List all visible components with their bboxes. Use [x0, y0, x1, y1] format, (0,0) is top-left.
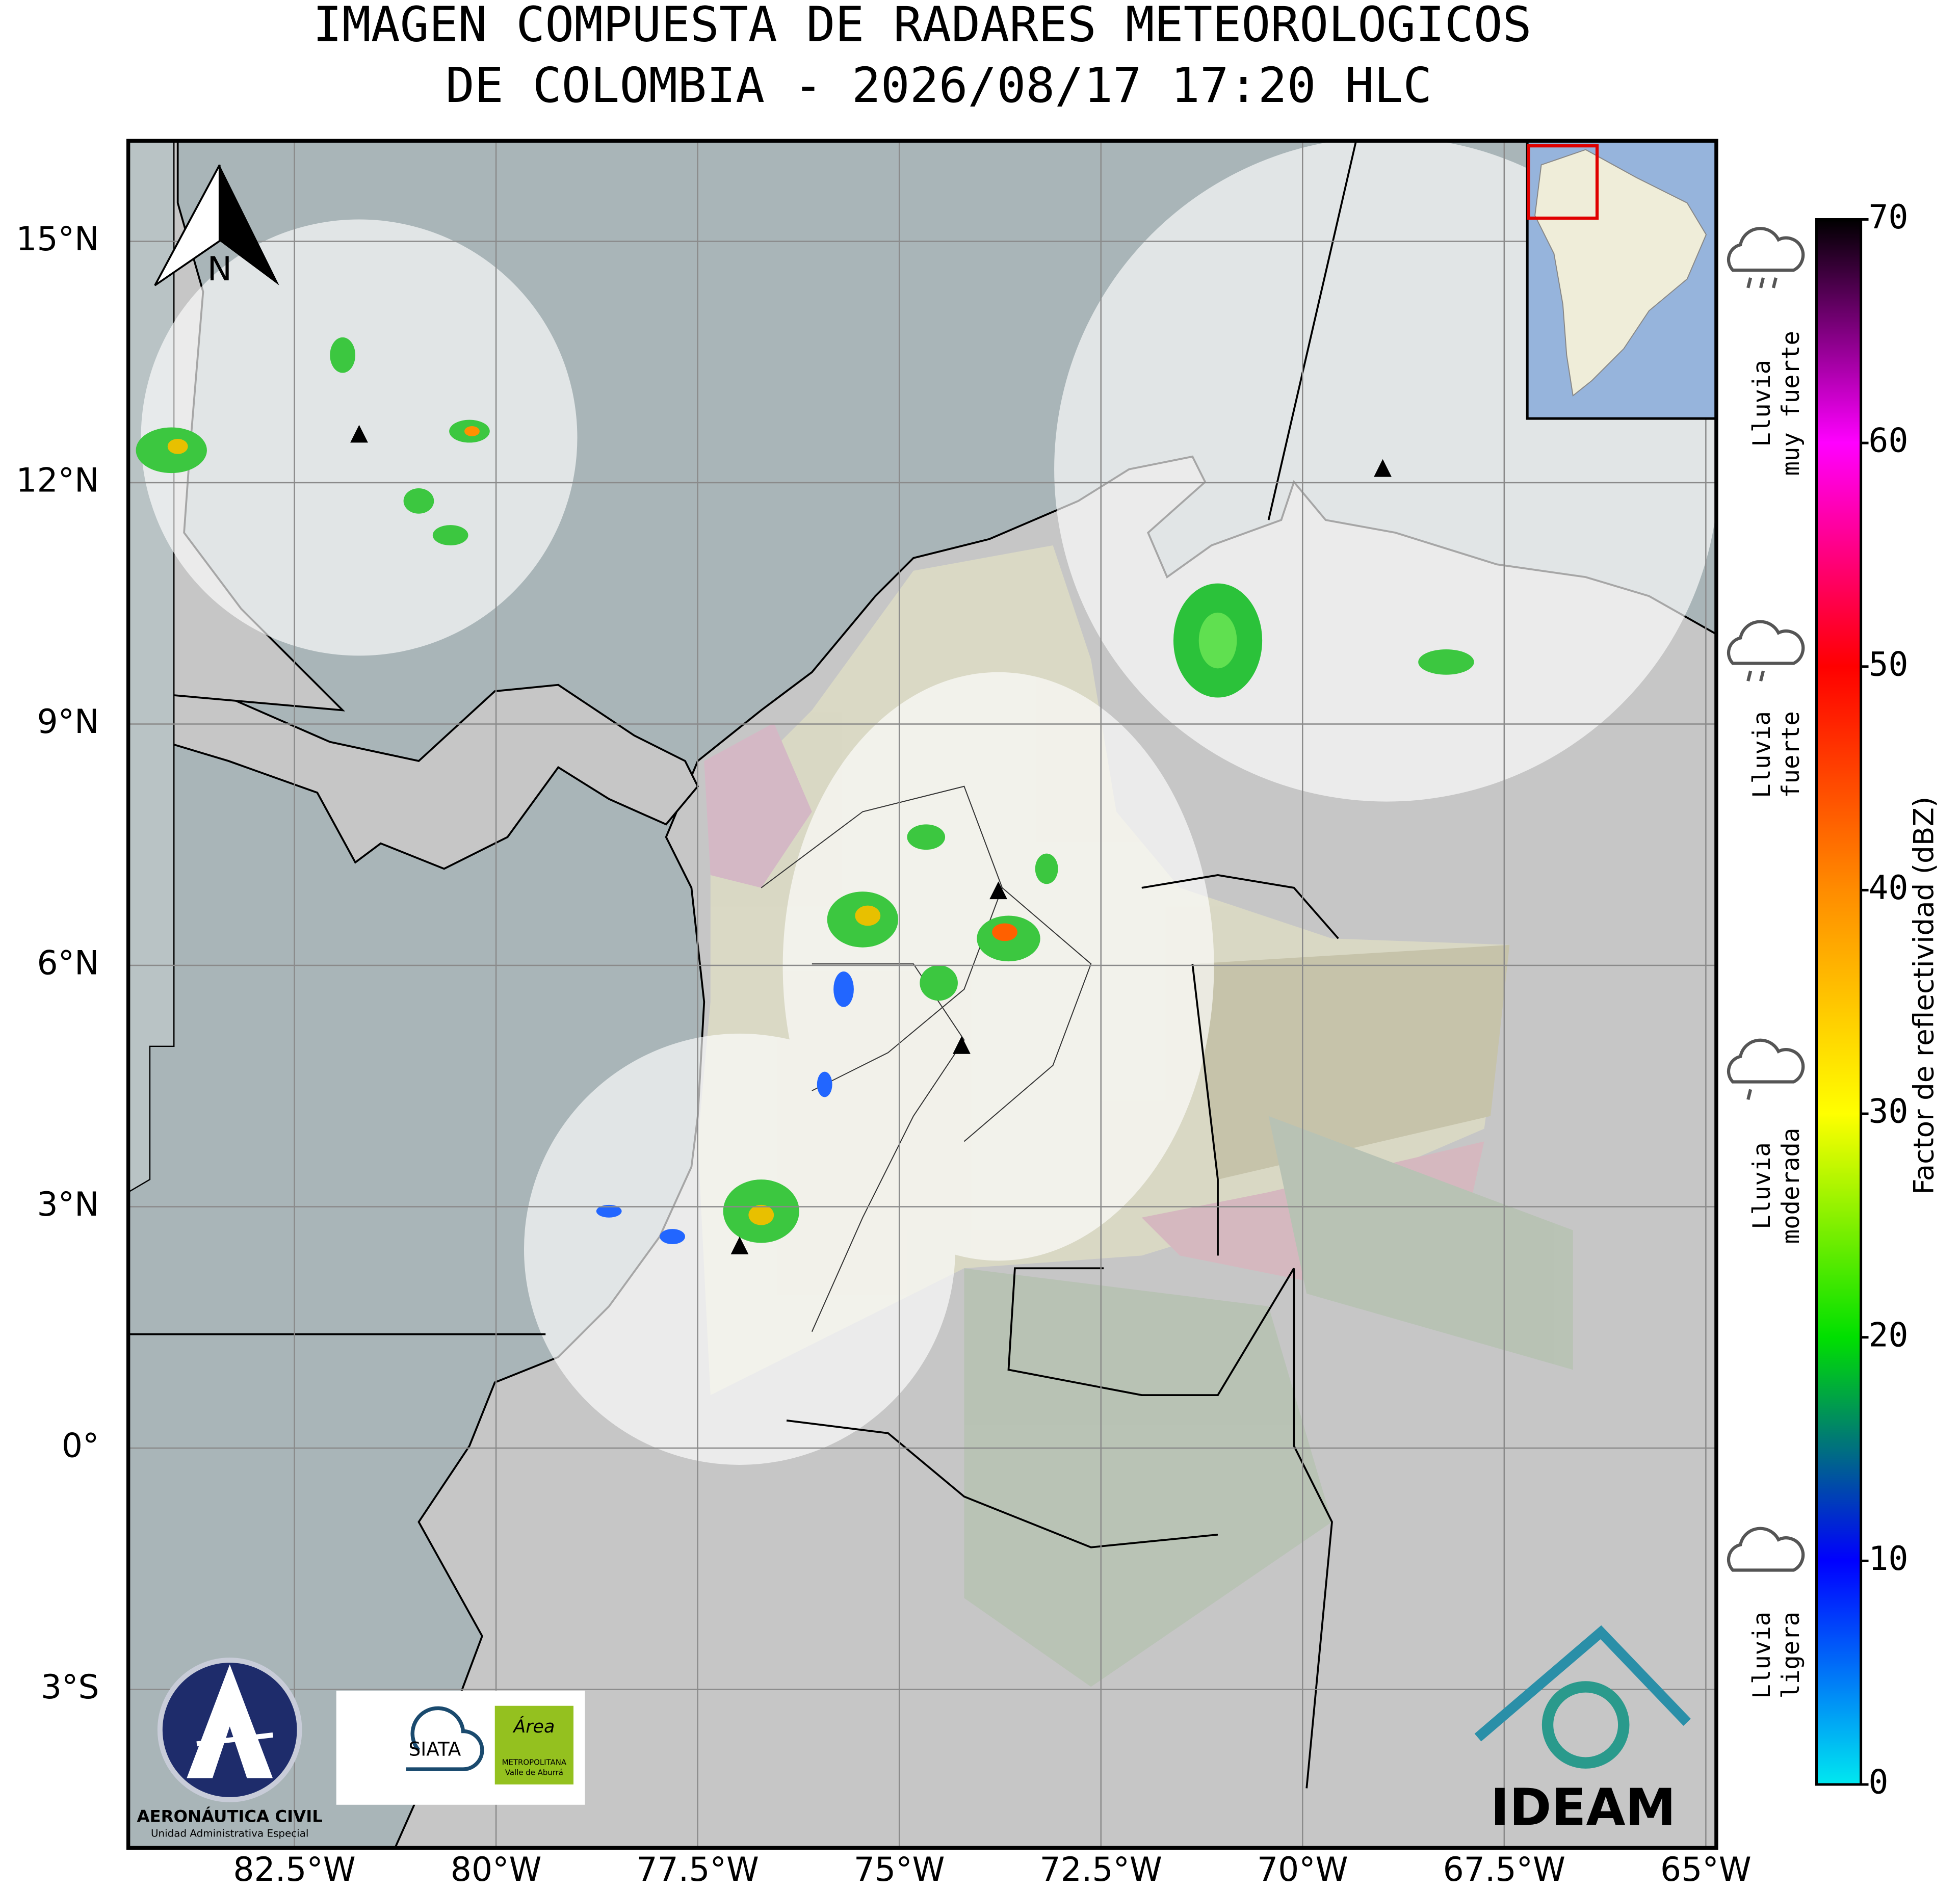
- aerocivil-subtitle: Unidad Administrativa Especial: [151, 1828, 308, 1840]
- colorbar-label: Factor de reflectividad (dBZ): [1907, 797, 1940, 1195]
- rain-drop: [1746, 1089, 1753, 1100]
- y-tick-label: 12°N: [16, 462, 99, 500]
- y-tick-label: 6°N: [37, 944, 99, 983]
- area-logo: [494, 1705, 574, 1784]
- colorbar-tick-label: 40: [1869, 869, 1909, 907]
- ideam-roof: [1474, 1625, 1691, 1742]
- rain-drop: [1759, 670, 1765, 681]
- department-borders: [761, 785, 1092, 1332]
- title-line: IMAGEN COMPUESTA DE RADARES METEOROLOGIC…: [313, 0, 1532, 53]
- colorbar: 0 10 20 30 40 50 60 70 Factor de reflectividad (…: [1815, 198, 1940, 1802]
- legend-label: Lluvia: [1748, 711, 1776, 798]
- colorbar-tick-label: 60: [1869, 422, 1909, 460]
- axis-labels: 82.5°W 80°W 77.5°W 75°W 72.5°W 70°W 67.5°W 65°W…: [16, 220, 1751, 1889]
- ideam-label: IDEAM: [1491, 1779, 1676, 1837]
- area-label: Valle de Aburrá: [505, 1768, 563, 1777]
- inset-highlight: [1527, 144, 1599, 220]
- ideam-swirl: [1541, 1681, 1630, 1769]
- legend-label: ligera: [1777, 1612, 1805, 1699]
- legend-label: muy fuerte: [1777, 331, 1805, 476]
- colorbar-tick-label: 30: [1869, 1093, 1909, 1131]
- colorbar-tick-label: 20: [1869, 1316, 1909, 1354]
- siata-label: SIATA: [409, 1738, 461, 1760]
- colorbar-scale: [1815, 218, 1863, 1786]
- x-tick-label: 70°W: [1257, 1851, 1348, 1889]
- y-tick-label: 3°N: [37, 1186, 99, 1224]
- rain-echoes: [136, 337, 1474, 1244]
- colorbar-tick-label: 10: [1869, 1540, 1909, 1578]
- rain-icon: [1727, 620, 1805, 665]
- legend-label: moderada: [1777, 1128, 1805, 1244]
- siata-cloud: [406, 1706, 484, 1771]
- rain-drop: [1771, 277, 1778, 288]
- x-tick-label: 65°W: [1660, 1851, 1752, 1889]
- colorbar-tick-label: 50: [1869, 645, 1909, 684]
- area-label: METROPOLITANA: [502, 1758, 567, 1767]
- rain-drop: [1746, 277, 1753, 288]
- aerocivil-mark: [187, 1664, 273, 1778]
- border: [1267, 141, 1357, 520]
- y-tick-label: 15°N: [16, 220, 99, 258]
- rain-drop: [1759, 277, 1765, 288]
- land: [128, 684, 699, 870]
- x-tick-label: 77.5°W: [636, 1851, 759, 1889]
- radar-sites: [350, 425, 1392, 1254]
- rain-icon: [1727, 1527, 1805, 1572]
- borders: [786, 874, 1339, 1789]
- colorbar-tick-label: 70: [1869, 198, 1909, 237]
- y-tick-label: 3°S: [41, 1668, 99, 1706]
- aerocivil-name: AERONÁUTICA CIVIL: [137, 1807, 323, 1826]
- x-tick-label: 72.5°W: [1040, 1851, 1162, 1889]
- y-tick-label: 0°: [62, 1427, 99, 1465]
- map-area: N AERONÁUTICA CIVIL Unidad Administrativ…: [128, 141, 1716, 1848]
- title-line: DE COLOMBIA - 2026/08/17 17:20 HLC: [446, 58, 1432, 114]
- x-tick-label: 80°W: [451, 1851, 542, 1889]
- x-tick-label: 75°W: [854, 1851, 945, 1889]
- x-tick-label: 67.5°W: [1443, 1851, 1565, 1889]
- sea: [128, 141, 175, 1193]
- rain-icon: [1727, 1038, 1805, 1084]
- rain-icon: [1727, 227, 1805, 272]
- legend-label: fuerte: [1777, 711, 1805, 798]
- x-tick-label: 82.5°W: [233, 1851, 355, 1889]
- map-frame: [126, 139, 1718, 1850]
- grid: [128, 141, 1716, 1848]
- legend-label: Lluvia: [1748, 1612, 1776, 1699]
- y-tick-label: 9°N: [37, 703, 99, 741]
- rain-drop: [1746, 670, 1753, 681]
- legend-label: Lluvia: [1748, 1142, 1776, 1229]
- area-label: Área: [512, 1716, 555, 1737]
- colorbar-tick-label: 0: [1869, 1764, 1889, 1802]
- inset-land: [1534, 149, 1707, 397]
- north-label: N: [207, 250, 232, 288]
- legend-label: Lluvia: [1748, 360, 1776, 447]
